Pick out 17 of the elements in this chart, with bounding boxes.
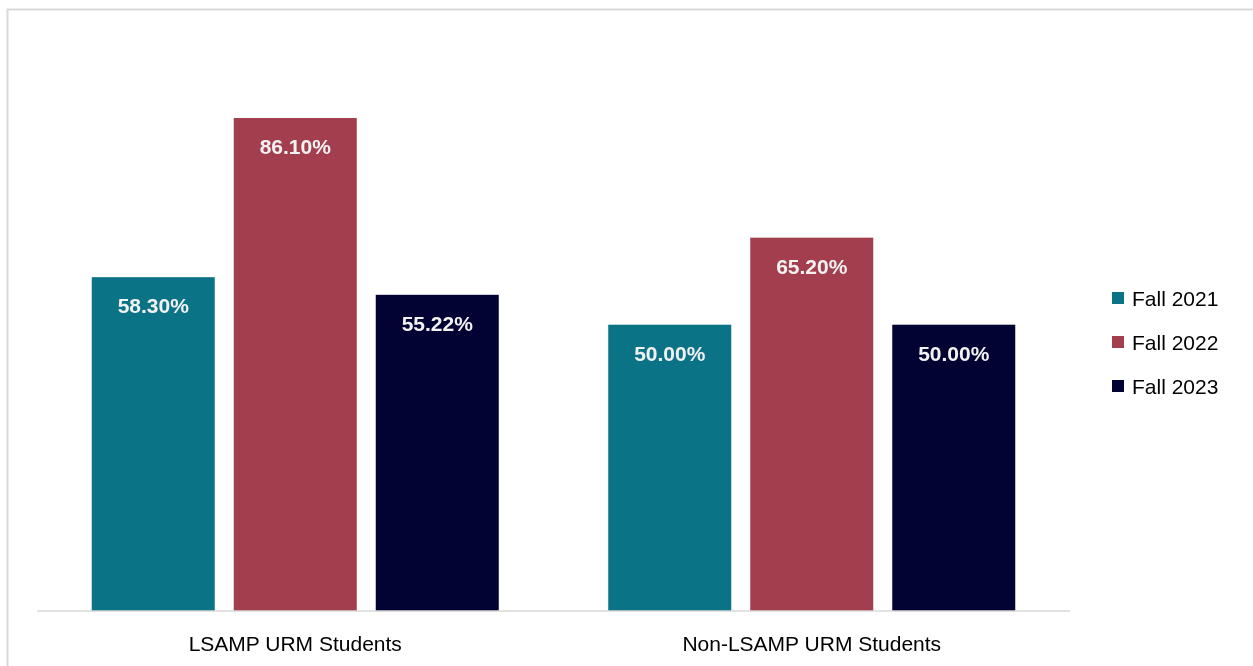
legend-label: Fall 2022 <box>1132 330 1219 354</box>
data-label: 86.10% <box>259 135 332 158</box>
bar <box>375 294 499 611</box>
bar <box>91 277 215 611</box>
data-label: 50.00% <box>634 341 706 365</box>
legend-label: Fall 2023 <box>1132 374 1219 398</box>
x-tick-label: Non-LSAMP URM Students <box>682 632 942 655</box>
data-label: 58.30% <box>117 294 190 318</box>
legend-label: Fall 2021 <box>1132 286 1219 310</box>
data-label: 65.20% <box>776 254 848 278</box>
data-label: 50.00% <box>918 341 990 365</box>
bar <box>750 237 874 611</box>
data-label: 55.22% <box>401 311 474 335</box>
bar <box>892 324 1016 611</box>
x-tick-label: LSAMP URM Students <box>188 632 402 655</box>
bar <box>233 118 357 611</box>
bar <box>608 324 732 611</box>
